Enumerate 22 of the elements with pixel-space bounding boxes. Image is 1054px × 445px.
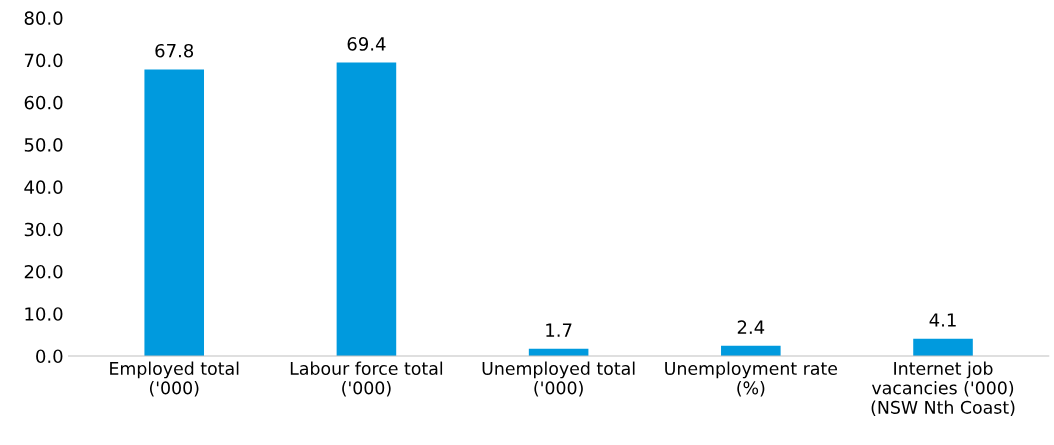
y-tick-label: 40.0 [24, 180, 63, 195]
y-tick-label: 10.0 [25, 307, 63, 321]
y-tick-label: 30.0 [24, 222, 63, 237]
data-label: 2.4 [737, 320, 765, 334]
y-tick-label: 70.0 [24, 53, 63, 68]
bar [144, 69, 205, 356]
x-tick-label: Employed total ('000) [110, 361, 239, 397]
bar [913, 338, 973, 356]
y-tick-label: 0.0 [36, 349, 63, 364]
x-tick-label: Unemployed total ('000) [482, 361, 635, 397]
bar [336, 62, 397, 356]
y-tick-label: 60.0 [24, 95, 63, 110]
x-tick-label: Internet job vacancies ('000) (NSW Nth Coast) [871, 361, 1015, 416]
y-tick-label: 50.0 [24, 138, 63, 152]
y-tick-label: 20.0 [24, 264, 63, 279]
x-tick-label: Labour force total ('000) [290, 361, 443, 397]
data-label: 1.7 [546, 323, 572, 337]
y-tick-label: 80.0 [24, 11, 63, 25]
data-label: 67.8 [155, 43, 194, 58]
x-tick-label: Unemployment rate (%) [665, 361, 838, 397]
data-label: 4.1 [929, 313, 956, 327]
data-label: 69.4 [347, 37, 386, 51]
